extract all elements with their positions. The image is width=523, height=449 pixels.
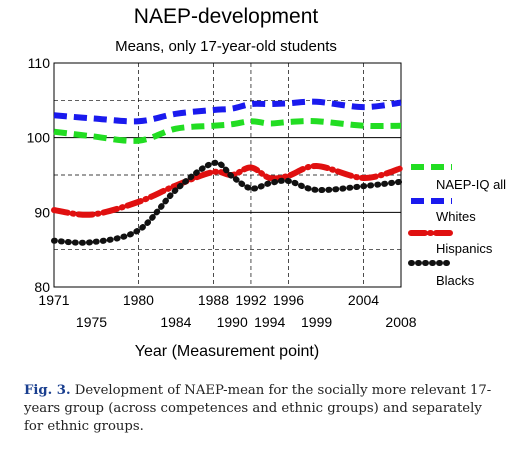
y-tick-label: 110: [28, 55, 51, 71]
x-axis-ticks: 1971 1980 1988 1992 1996 2004 1975 1984 1990 1994…: [38, 292, 416, 330]
series-line-0: [53, 118, 402, 144]
series-line-3: [51, 159, 404, 246]
x-tick-label: 1975: [76, 314, 107, 330]
series-group: [51, 98, 404, 246]
series-line-1: [53, 98, 402, 125]
legend-label: Whites: [436, 209, 476, 224]
x-tick-label: 2004: [348, 292, 379, 308]
legend-label: NAEP-IQ all: [436, 177, 506, 192]
y-tick-label: 80: [34, 279, 50, 295]
x-tick-label: 1984: [160, 314, 191, 330]
x-tick-label: 2008: [385, 314, 416, 330]
x-tick-label: 1994: [254, 314, 285, 330]
x-tick-label: 1971: [38, 292, 69, 308]
legend: NAEP-IQ all Whites Hispanics Blacks: [408, 164, 506, 288]
x-tick-label: 1999: [301, 314, 332, 330]
y-tick-label: 100: [27, 130, 51, 146]
x-tick-label: 1996: [273, 292, 304, 308]
plot-area: [53, 62, 402, 288]
chart-subtitle: Means, only 17-year-old students: [115, 38, 337, 55]
legend-label: Blacks: [436, 273, 475, 288]
x-tick-label: 1990: [217, 314, 248, 330]
figure-caption-text: Development of NAEP-mean for the sociall…: [24, 383, 492, 434]
x-axis-label: Year (Measurement point): [135, 343, 319, 360]
figure-caption: Fig. 3. Development of NAEP-mean for the…: [24, 382, 494, 436]
legend-label: Hispanics: [436, 241, 493, 256]
chart: NAEP-development Means, only 17-year-old…: [27, 5, 507, 360]
x-tick-label: 1980: [123, 292, 154, 308]
x-tick-label: 1988: [198, 292, 229, 308]
x-tick-label: 1992: [235, 292, 266, 308]
series-line-2: [51, 162, 404, 218]
figure-caption-label: Fig. 3.: [24, 383, 71, 398]
y-tick-label: 90: [34, 204, 50, 220]
y-axis-ticks: 80 90 100 110: [27, 55, 51, 295]
chart-title: NAEP-development: [134, 5, 319, 28]
